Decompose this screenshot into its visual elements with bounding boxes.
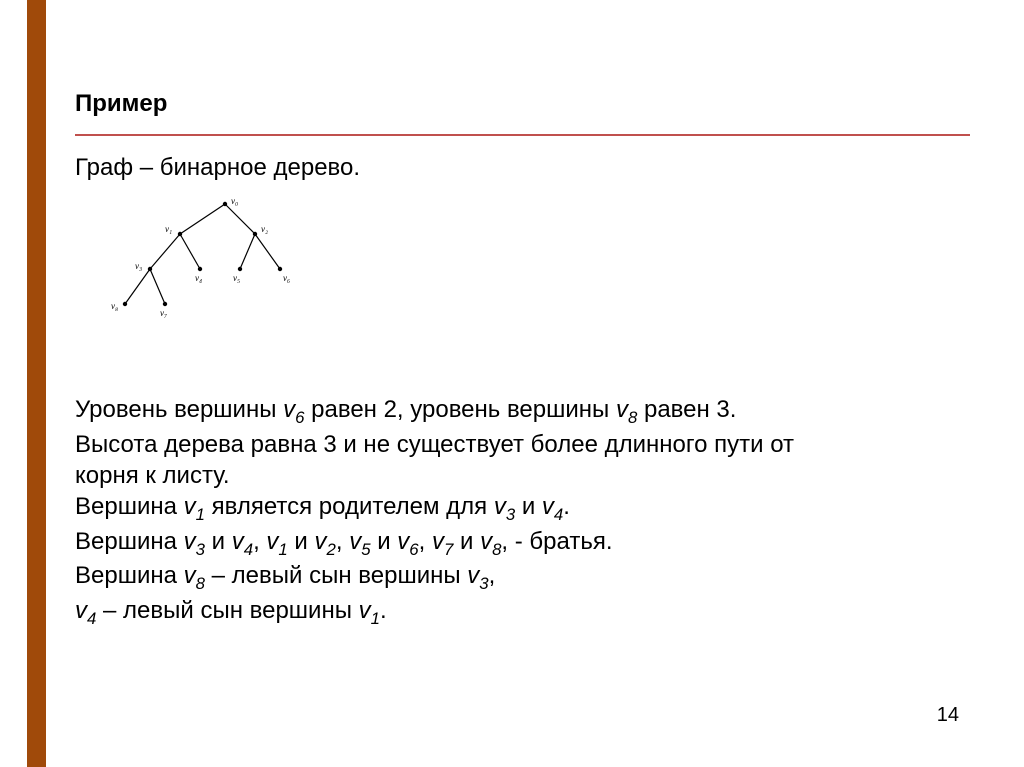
svg-text:v₇: v₇ bbox=[160, 308, 167, 318]
var-v1: v1 bbox=[184, 493, 205, 520]
var-v6: v6 bbox=[283, 396, 304, 423]
var-v3: v3 bbox=[494, 493, 515, 520]
page-number: 14 bbox=[937, 704, 959, 727]
slide-subtitle: Граф – бинарное дерево. bbox=[75, 154, 964, 182]
svg-text:v₂: v₂ bbox=[261, 224, 268, 234]
svg-text:v₈: v₈ bbox=[111, 301, 118, 311]
left-accent-bar bbox=[27, 0, 46, 767]
line-2: Высота дерева равна 3 и не существует бо… bbox=[75, 429, 964, 460]
var-v4: v4 bbox=[542, 493, 563, 520]
line-3: корня к листу. bbox=[75, 460, 964, 491]
content-area: Пример Граф – бинарное дерево. v₀v₁v₂v₃v… bbox=[75, 90, 964, 630]
svg-text:v₁: v₁ bbox=[165, 224, 172, 234]
line-1: Уровень вершины v6 равен 2, уровень верш… bbox=[75, 394, 964, 429]
binary-tree-diagram: v₀ v₁ v₂ v₃ v₄ v₅ v₆ v₇ v₈ bbox=[105, 194, 305, 324]
svg-text:v₀: v₀ bbox=[231, 196, 238, 206]
svg-text:v₄: v₄ bbox=[195, 273, 202, 283]
line-7: v4 – левый сын вершины v1. bbox=[75, 595, 964, 630]
slide: Пример Граф – бинарное дерево. v₀v₁v₂v₃v… bbox=[0, 0, 1024, 767]
title-underline bbox=[75, 134, 970, 136]
slide-title: Пример bbox=[75, 90, 964, 118]
svg-text:v₃: v₃ bbox=[135, 261, 142, 271]
svg-text:v₆: v₆ bbox=[283, 273, 290, 283]
line-6: Вершина v8 – левый сын вершины v3, bbox=[75, 560, 964, 595]
var-v8: v8 bbox=[616, 396, 637, 423]
body-text: Уровень вершины v6 равен 2, уровень верш… bbox=[75, 394, 964, 630]
line-4: Вершина v1 является родителем для v3 и v… bbox=[75, 491, 964, 526]
line-5: Вершина v3 и v4, v1 и v2, v5 и v6, v7 и … bbox=[75, 526, 964, 561]
svg-text:v₅: v₅ bbox=[233, 273, 240, 283]
